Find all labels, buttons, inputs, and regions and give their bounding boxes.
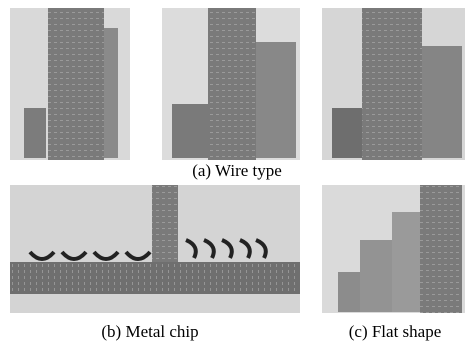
caption: (b) Metal chip: [101, 322, 198, 341]
figure: (a) Wire type (b) Metal chip (c) Flat sh…: [0, 0, 475, 347]
photo-a1: [10, 8, 130, 160]
photo-c: [322, 185, 465, 313]
caption: (a) Wire type: [192, 161, 282, 180]
photo-a2: [162, 8, 300, 160]
photo-b: [10, 185, 300, 313]
photo-a3: [322, 8, 465, 160]
caption: (c) Flat shape: [349, 322, 442, 341]
